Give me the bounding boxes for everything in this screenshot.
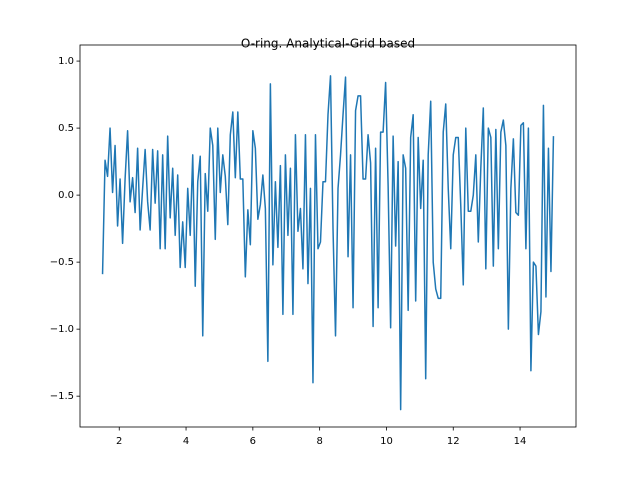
data-line	[101, 75, 555, 411]
y-tick-label: 1.0	[58, 56, 74, 67]
y-tick-label: −1.5	[50, 391, 74, 402]
axes-frame	[79, 44, 577, 428]
chart-title: O-ring. Analytical-Grid based	[241, 37, 415, 51]
x-tick-label: 12	[447, 436, 460, 447]
y-tick-label: −0.5	[50, 257, 74, 268]
x-tick-label: 14	[514, 436, 527, 447]
y-tick-label: 0.5	[58, 123, 74, 134]
y-tick-label: 0.0	[58, 190, 74, 201]
x-tick-label: 10	[380, 436, 393, 447]
x-tick-label: 2	[116, 436, 122, 447]
x-tick-label: 4	[183, 436, 189, 447]
x-tick-label: 6	[250, 436, 256, 447]
x-tick-label: 8	[316, 436, 322, 447]
y-tick-label: −1.0	[50, 324, 74, 335]
